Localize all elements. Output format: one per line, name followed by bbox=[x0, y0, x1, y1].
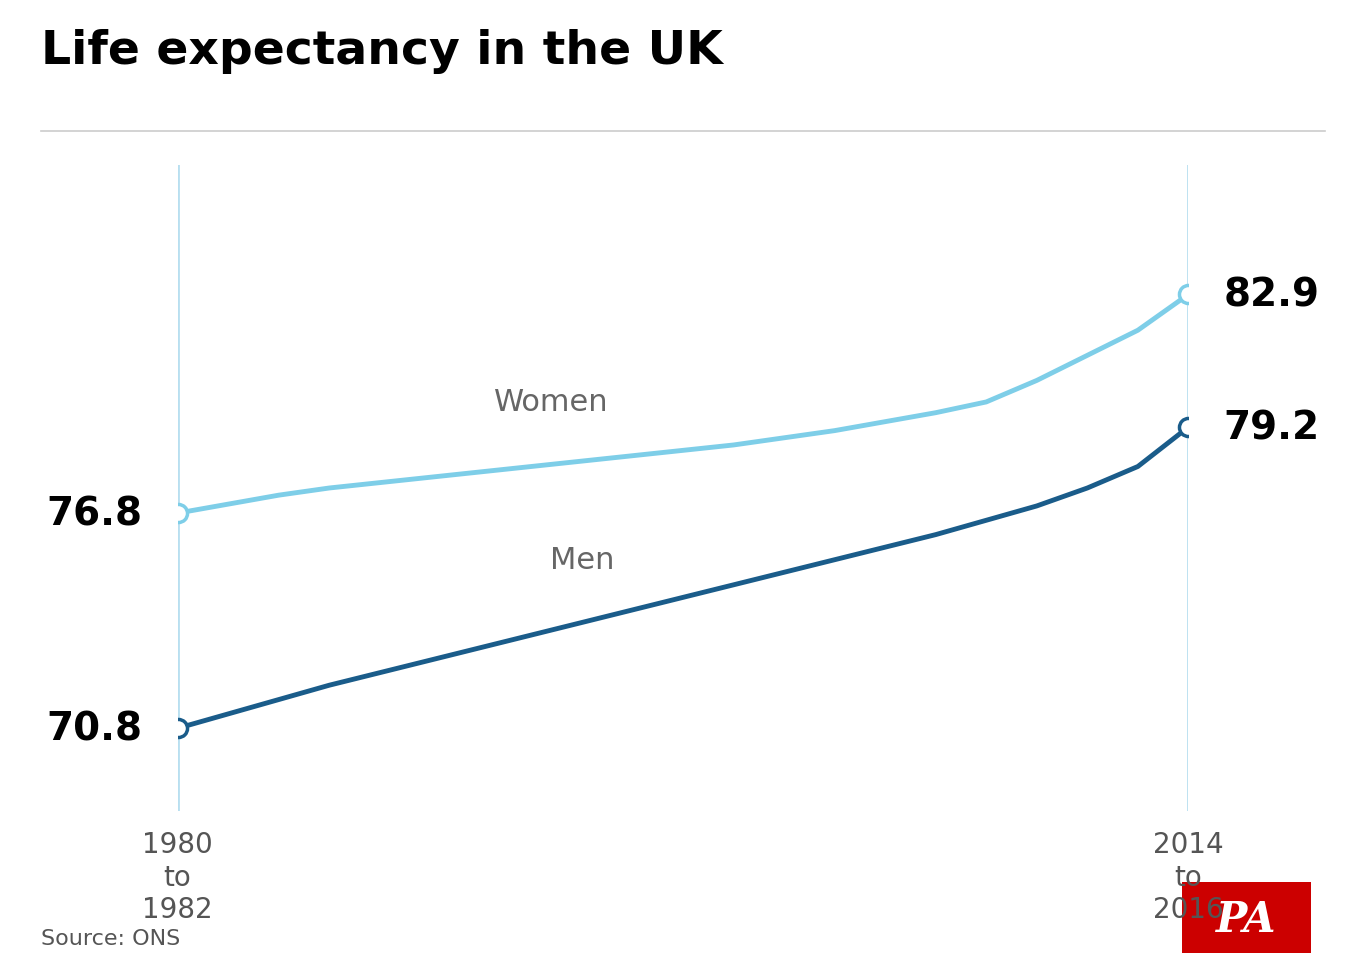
Text: 76.8: 76.8 bbox=[46, 494, 142, 532]
Text: 70.8: 70.8 bbox=[46, 709, 142, 747]
Text: Life expectancy in the UK: Life expectancy in the UK bbox=[41, 29, 723, 74]
Text: Men: Men bbox=[549, 546, 615, 574]
Text: Source: ONS: Source: ONS bbox=[41, 928, 180, 948]
Text: 82.9: 82.9 bbox=[1224, 276, 1320, 314]
Text: Women: Women bbox=[494, 388, 609, 417]
Text: 79.2: 79.2 bbox=[1224, 408, 1320, 446]
Text: 2014
to
2016: 2014 to 2016 bbox=[1153, 830, 1224, 923]
Text: PA: PA bbox=[1216, 898, 1277, 940]
Text: 1980
to
1982: 1980 to 1982 bbox=[142, 830, 213, 923]
